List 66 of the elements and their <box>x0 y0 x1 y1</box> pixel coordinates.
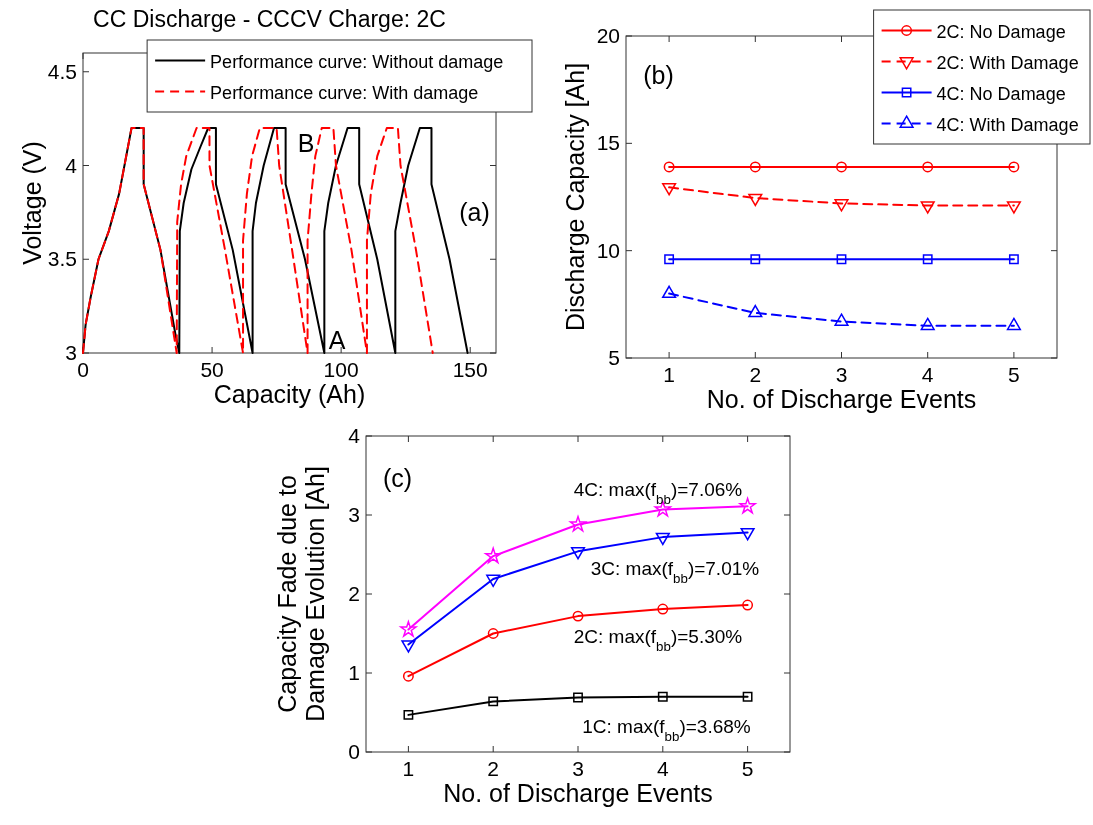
y-tick-label: 4 <box>348 424 361 447</box>
annotation: (c) <box>382 463 413 492</box>
y-tick-label: 15 <box>596 131 620 155</box>
x-tick-label: 4 <box>656 757 669 780</box>
point <box>403 709 414 720</box>
point <box>572 610 584 622</box>
y-tick-label: 3.5 <box>47 247 77 271</box>
annotation: (b) <box>643 61 674 90</box>
annotation: (a) <box>459 198 490 226</box>
legend-label: 2C: No Damage <box>936 21 1066 42</box>
x-tick-label: 100 <box>323 358 359 381</box>
y-tick-label: 3 <box>348 503 360 526</box>
x-tick-label: 1 <box>663 363 675 386</box>
y-tick-label: 4.5 <box>47 59 77 83</box>
y-tick-label: 20 <box>596 24 620 47</box>
x-tick-label: 2 <box>487 757 500 780</box>
x-tick-label: 2 <box>749 363 762 386</box>
legend-label: Performance curve: Without damage <box>210 51 504 72</box>
legend-label: 4C: With Damage <box>936 114 1079 135</box>
y-axis-title: Capacity Fade due to Damage Evolution [Ah] <box>273 466 329 722</box>
point <box>657 603 669 615</box>
point <box>486 574 501 588</box>
annotation: 4C: max(f$_{bb}$)=7.06% <box>573 479 743 507</box>
annotation: B <box>297 129 315 157</box>
point <box>739 497 756 514</box>
point <box>740 527 755 541</box>
annotation: 1C: max(f$_{bb}$)=3.68% <box>582 716 751 744</box>
x-tick-label: 4 <box>921 363 934 386</box>
x-tick-label: 50 <box>200 358 224 381</box>
point <box>484 547 502 564</box>
legend-label: 2C: With Damage <box>936 52 1079 73</box>
y-tick-label: 4 <box>65 153 78 177</box>
legend-label: 4C: No Damage <box>936 83 1066 104</box>
x-tick-label: 5 <box>741 757 754 780</box>
point <box>401 640 416 653</box>
point <box>402 670 414 682</box>
y-axis-title: Discharge Capacity [Ah] <box>561 62 589 332</box>
y-axis-title: Voltage (V) <box>18 141 46 265</box>
y-tick-label: 0 <box>348 740 360 763</box>
x-axis-title: Capacity (Ah) <box>213 380 366 408</box>
chart-title: CC Discharge - CCCV Charge: 2C <box>93 6 446 32</box>
annotation: 3C: max(f$_{bb}$)=7.01% <box>590 558 760 586</box>
annotation: A <box>328 325 346 354</box>
x-axis-title: No. of Discharge Events <box>706 385 977 413</box>
annotation: 2C: max(f$_{bb}$)=5.30% <box>573 625 743 654</box>
x-tick-label: 5 <box>1008 363 1020 386</box>
point <box>742 691 753 702</box>
point <box>742 599 754 611</box>
point <box>655 532 670 546</box>
point <box>487 628 499 639</box>
y-tick-label: 3 <box>65 341 77 364</box>
x-tick-label: 3 <box>572 757 584 780</box>
legend-label: Performance curve: With damage <box>210 82 479 103</box>
x-tick-label: 1 <box>402 757 415 780</box>
y-tick-label: 10 <box>596 238 620 262</box>
point <box>569 515 587 532</box>
point <box>488 696 499 707</box>
point <box>573 692 583 703</box>
point <box>570 546 586 560</box>
x-axis-title: No. of Discharge Events <box>443 779 713 807</box>
y-tick-label: 2 <box>348 582 360 605</box>
point <box>657 691 668 702</box>
point <box>400 620 417 637</box>
x-tick-label: 3 <box>835 363 848 386</box>
x-tick-label: 150 <box>452 358 488 381</box>
y-tick-label: 1 <box>348 661 360 684</box>
